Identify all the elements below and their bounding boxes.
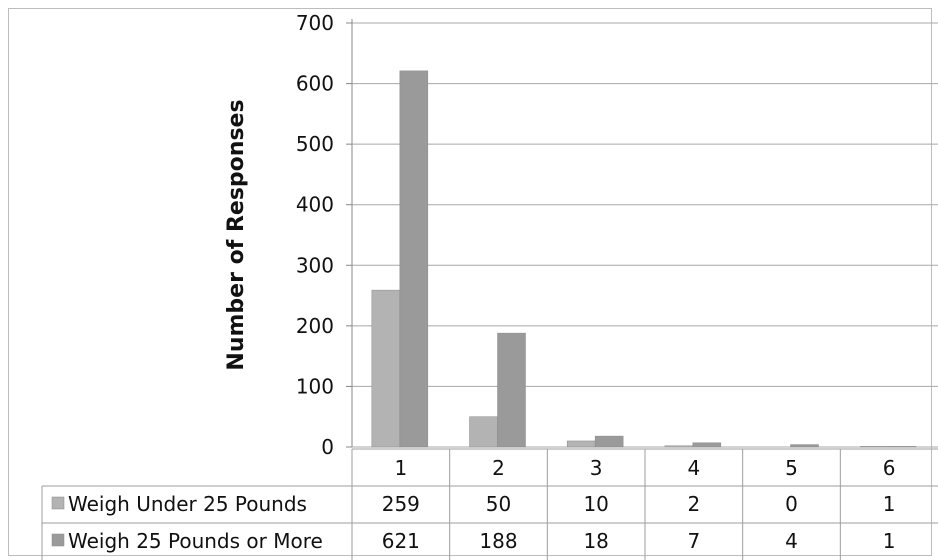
- legend-swatch-25-or-more: [51, 533, 65, 547]
- bar-25-or-more-cat-1: [399, 70, 429, 448]
- y-tick-label: 200: [296, 314, 334, 338]
- bar-under-25-cat-3: [566, 440, 596, 448]
- data-label: 0: [785, 492, 798, 516]
- data-label: 621: [382, 529, 420, 553]
- data-label: 18: [583, 529, 608, 553]
- x-category-label: 4: [687, 456, 700, 480]
- data-table: 1 2 3 4 5 6 Weigh Under 25 Pounds 259 50 10 2 0 1 Wei…: [41, 448, 938, 560]
- legend-swatch-under-25: [51, 496, 65, 510]
- y-tick-label: 600: [296, 72, 334, 96]
- data-label: 1: [883, 492, 896, 516]
- x-category-label: 2: [492, 456, 505, 480]
- y-axis-label: Number of Responses: [224, 99, 249, 370]
- x-category-label: 1: [394, 456, 407, 480]
- y-tick-label: 400: [296, 193, 334, 217]
- bar-25-or-more-cat-4: [692, 442, 722, 448]
- bars: [371, 70, 917, 448]
- axes: 0 100 200 300 400 500 600 700: [296, 11, 353, 459]
- legend-label: Weigh 25 Pounds or More: [68, 529, 323, 553]
- data-label: 1: [883, 529, 896, 553]
- y-tick-label: 500: [296, 132, 334, 156]
- bar-25-or-more-cat-3: [594, 435, 624, 448]
- data-label: 50: [486, 492, 511, 516]
- y-tick-label: 0: [321, 435, 334, 459]
- bar-25-or-more-cat-6: [887, 446, 917, 448]
- data-label: 188: [479, 529, 517, 553]
- chart-frame: [8, 8, 932, 556]
- bar-25-or-more-cat-5: [790, 444, 819, 448]
- data-label: 7: [687, 529, 700, 553]
- data-label: 4: [785, 529, 798, 553]
- y-tick-label: 100: [296, 374, 334, 398]
- data-label: 2: [687, 492, 700, 516]
- bar-under-25-cat-4: [664, 445, 694, 448]
- data-label: 10: [583, 492, 608, 516]
- bar-under-25-cat-1: [371, 289, 401, 448]
- bar-under-25-cat-2: [469, 416, 498, 448]
- data-label: 259: [382, 492, 420, 516]
- y-tick-label: 300: [296, 253, 334, 277]
- x-category-label: 6: [883, 456, 896, 480]
- y-tick-label: 700: [296, 11, 334, 35]
- bar-under-25-cat-6: [859, 446, 889, 448]
- gridlines: [352, 22, 938, 448]
- bar-25-or-more-cat-2: [497, 332, 526, 448]
- x-category-label: 5: [785, 456, 798, 480]
- legend-label: Weigh Under 25 Pounds: [68, 492, 307, 516]
- x-category-label: 3: [590, 456, 603, 480]
